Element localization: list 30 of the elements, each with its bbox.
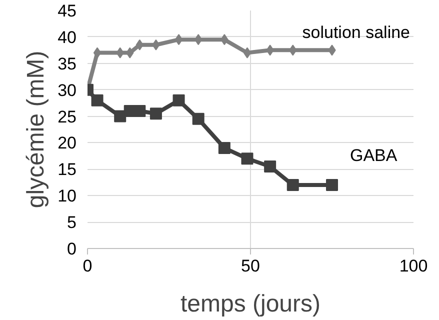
- point: [91, 94, 104, 106]
- x-tick-label: 100: [399, 256, 428, 276]
- y-tick-label: 15: [58, 160, 77, 180]
- point: [218, 142, 230, 154]
- series-label: solution saline: [302, 23, 410, 42]
- point: [174, 34, 183, 46]
- point: [192, 112, 204, 125]
- x-axis-title: temps (jours): [180, 290, 321, 318]
- point: [264, 160, 276, 173]
- y-tick-label: 45: [58, 2, 77, 20]
- y-axis-title: glycémie (mM): [22, 50, 50, 208]
- x-tick-label: 50: [241, 256, 260, 276]
- point: [150, 108, 162, 120]
- y-tick-label: 0: [67, 240, 77, 258]
- point: [243, 47, 252, 58]
- point: [93, 47, 102, 58]
- point: [172, 94, 185, 106]
- y-tick-label: 35: [58, 54, 77, 74]
- y-tick-label: 5: [67, 213, 77, 232]
- x-tick-label: 0: [82, 256, 92, 276]
- point: [326, 179, 338, 192]
- y-tick-label: 30: [58, 80, 77, 100]
- point: [241, 152, 254, 165]
- y-tick-label: 40: [58, 28, 77, 47]
- point: [114, 110, 126, 122]
- y-tick-label: 20: [58, 134, 77, 153]
- point: [286, 179, 299, 192]
- y-tick-label: 25: [58, 107, 77, 126]
- y-tick-label: 10: [58, 186, 77, 206]
- series-label: GABA: [350, 146, 398, 166]
